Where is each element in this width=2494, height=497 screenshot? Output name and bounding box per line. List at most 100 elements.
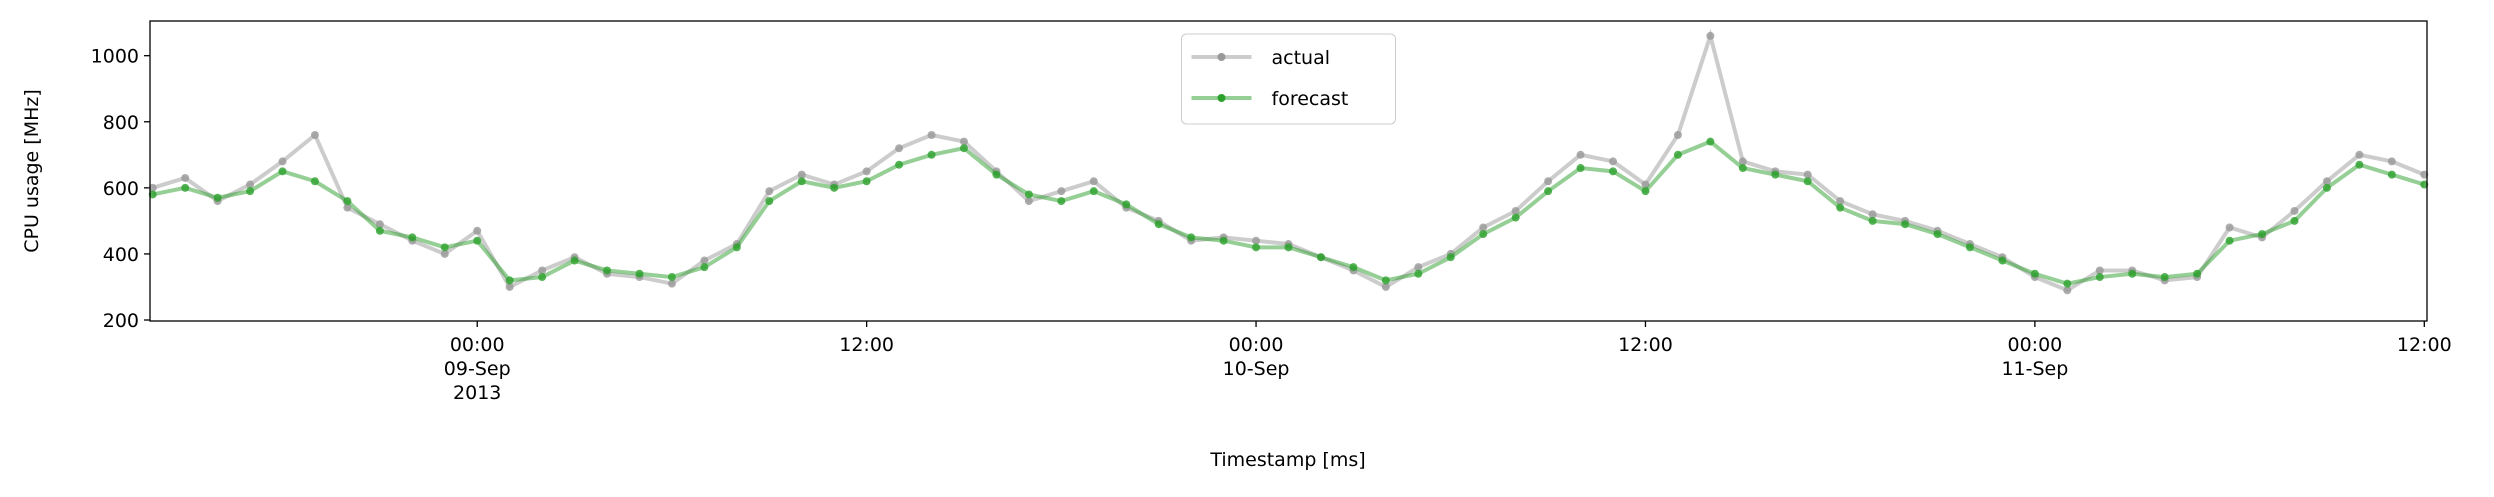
series-point (505, 282, 514, 291)
y-tick-label: 200 (103, 310, 139, 332)
x-tick-label: 12:00 (839, 334, 894, 356)
series-point (440, 243, 449, 252)
series-point (1479, 230, 1488, 239)
series-point (1933, 230, 1942, 239)
series-point (862, 167, 871, 176)
series-point (278, 157, 287, 166)
series-point (408, 233, 417, 242)
series-point (2225, 236, 2234, 245)
series-point (278, 167, 287, 176)
series-point (700, 263, 709, 272)
legend-label: actual (1272, 47, 1331, 69)
series-point (473, 226, 482, 235)
y-tick-label: 600 (103, 178, 139, 200)
series-point (1154, 220, 1163, 229)
series-point (603, 266, 612, 275)
series-point (765, 197, 774, 206)
series-line (152, 139, 2425, 286)
series-point (343, 197, 352, 206)
series-point (181, 183, 190, 192)
series-point (246, 187, 255, 196)
series-point (1868, 210, 1877, 219)
y-tick-label: 400 (103, 244, 139, 266)
series-point (2387, 157, 2396, 166)
series-point (213, 193, 222, 202)
series-point (2063, 279, 2072, 288)
series-point (1219, 236, 1228, 245)
series-point (1771, 170, 1780, 179)
series-point (667, 279, 676, 288)
series-point (1901, 220, 1910, 229)
series-point (1089, 177, 1098, 186)
series-point (1673, 150, 1682, 159)
series-point (1316, 253, 1325, 262)
x-tick-label: 00:00 09-Sep 2013 (444, 334, 511, 404)
legend-marker (1217, 53, 1226, 61)
series-point (538, 266, 547, 275)
series-point (1544, 177, 1553, 186)
series-point (1738, 164, 1747, 173)
series-point (797, 177, 806, 186)
series-point (1446, 253, 1455, 262)
legend: actual forecast (1181, 33, 1396, 125)
series-point (1965, 243, 1974, 252)
series-point (473, 236, 482, 245)
series-point (797, 170, 806, 179)
series-point (2030, 269, 2039, 278)
series-point (959, 137, 968, 146)
series-point (1057, 197, 1066, 206)
series-point (1998, 256, 2007, 265)
y-tick-label: 1000 (91, 46, 139, 68)
series-point (927, 150, 936, 159)
series-point (310, 177, 319, 186)
series-point (538, 273, 547, 282)
series-point (895, 144, 904, 153)
series-point (1122, 200, 1131, 209)
series-point (148, 190, 157, 199)
series-point (1089, 187, 1098, 196)
series-point (1252, 243, 1261, 252)
x-tick-label: 00:00 10-Sep (1223, 334, 1290, 380)
x-tick-label: 12:00 (1618, 334, 1673, 356)
series-point (1284, 243, 1293, 252)
series-point (895, 160, 904, 169)
series-point (1349, 263, 1358, 272)
series-point (1057, 187, 1066, 196)
series-point (1024, 190, 1033, 199)
series-point (1868, 216, 1877, 225)
series-point (2355, 150, 2364, 159)
series-point (1609, 167, 1618, 176)
series-point (830, 183, 839, 192)
series-point (1706, 31, 1715, 40)
x-tick-label: 00:00 11-Sep (2001, 334, 2068, 380)
series-point (1511, 213, 1520, 222)
series-point (375, 226, 384, 235)
series-point (2290, 206, 2299, 215)
series-point (1803, 170, 1812, 179)
series-point (1609, 157, 1618, 166)
series-point (862, 177, 871, 186)
series-point (2063, 286, 2072, 295)
series-point (1803, 177, 1812, 186)
series-point (2387, 170, 2396, 179)
series-point (1414, 263, 1423, 272)
y-tick-label: 800 (103, 112, 139, 134)
series-point (1738, 157, 1747, 166)
series-point (2225, 223, 2234, 232)
series-point (2095, 266, 2104, 275)
series-point (440, 249, 449, 258)
series-point (1836, 203, 1845, 212)
series-point (1836, 197, 1845, 206)
series-point (2322, 177, 2331, 186)
series-point (1641, 187, 1650, 196)
series-point (1576, 150, 1585, 159)
series-point (2193, 269, 2202, 278)
plot-frame (149, 20, 2428, 322)
series-point (1187, 233, 1196, 242)
x-tick-label: 12:00 (2397, 334, 2452, 356)
series-point (343, 203, 352, 212)
legend-marker (1217, 94, 1226, 102)
series-point (505, 276, 514, 285)
series-point (2160, 273, 2169, 282)
